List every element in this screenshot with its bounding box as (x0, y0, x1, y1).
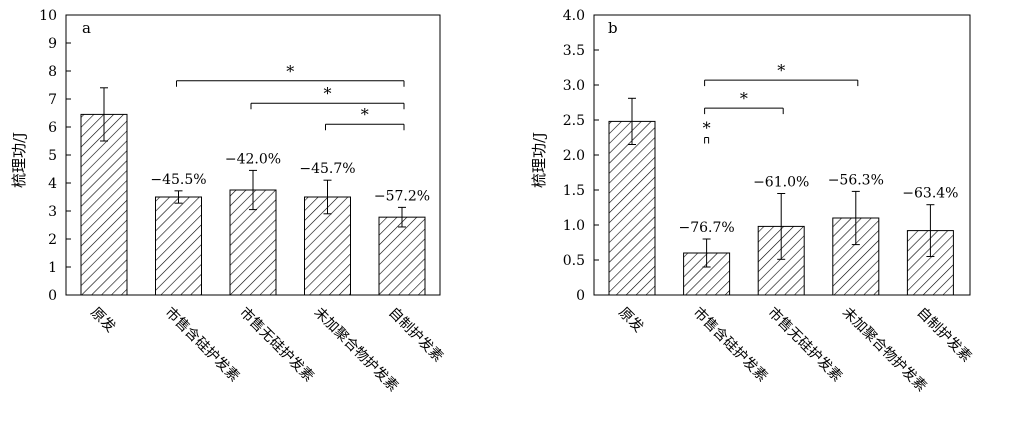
sig-star: * (740, 89, 748, 108)
category-label: 原发 (87, 305, 118, 336)
y-tick-label: 3 (48, 204, 57, 220)
y-tick-label: 7 (48, 92, 57, 108)
data-label: −45.5% (150, 172, 206, 188)
y-tick-label: 0.5 (563, 253, 585, 269)
sig-star: * (777, 61, 785, 80)
sig-star: * (286, 62, 294, 81)
y-tick-label: 6 (48, 120, 57, 136)
y-tick-label: 8 (48, 64, 57, 80)
category-label: 自制护发素 (914, 305, 975, 366)
y-axis-label: 梳理功/J (10, 132, 28, 188)
category-label: 原发 (615, 305, 646, 336)
category-label: 市售无硅护发素 (236, 304, 317, 385)
data-label: −76.7% (678, 220, 734, 236)
category-label: 市售无硅护发素 (764, 304, 845, 385)
data-label: −56.3% (828, 172, 884, 188)
sig-star: * (361, 105, 369, 124)
y-tick-label: 0 (48, 288, 57, 304)
data-label: −57.2% (374, 188, 430, 204)
category-label: 市售含硅护发素 (162, 304, 243, 385)
data-label: −63.4% (902, 186, 958, 202)
y-tick-label: 0 (576, 288, 585, 304)
y-tick-label: 4 (48, 176, 57, 192)
y-tick-label: 1.5 (563, 183, 585, 199)
panel-tag: b (608, 19, 618, 37)
sig-star: * (324, 84, 332, 103)
category-label: 市售含硅护发素 (690, 304, 771, 385)
data-label: −42.0% (225, 151, 281, 167)
data-label: −45.7% (299, 161, 355, 177)
bar (155, 196, 202, 296)
bar (608, 120, 656, 296)
y-tick-label: 10 (39, 8, 57, 24)
bar (378, 216, 426, 296)
y-tick-label: 4.0 (563, 8, 585, 24)
y-tick-label: 3.5 (563, 43, 585, 59)
y-tick-label: 1 (48, 260, 57, 276)
y-tick-label: 3.0 (563, 78, 585, 94)
category-label: 自制护发素 (385, 305, 446, 366)
panel-tag: a (82, 19, 91, 37)
y-tick-label: 2.5 (563, 113, 585, 129)
y-axis-label: 梳理功/J (530, 132, 548, 188)
sig-star: * (703, 119, 711, 138)
data-label: −61.0% (753, 175, 809, 191)
y-tick-label: 1.0 (563, 218, 585, 234)
y-tick-label: 5 (48, 148, 57, 164)
bar (80, 113, 128, 296)
chart-panel-b: 梳理功/J b 0 0.5 1.0 1.5 2.0 2.5 3.0 3.5 4.0 * * * −7… (530, 8, 974, 395)
y-tick-label: 2.0 (563, 148, 585, 164)
chart-panel-a: 梳理功/J a 0 1 2 3 4 5 6 7 8 9 10 * * * −45.5% −42.0% −45… (10, 8, 446, 395)
y-tick-label: 2 (48, 232, 57, 248)
y-tick-label: 9 (48, 36, 57, 52)
